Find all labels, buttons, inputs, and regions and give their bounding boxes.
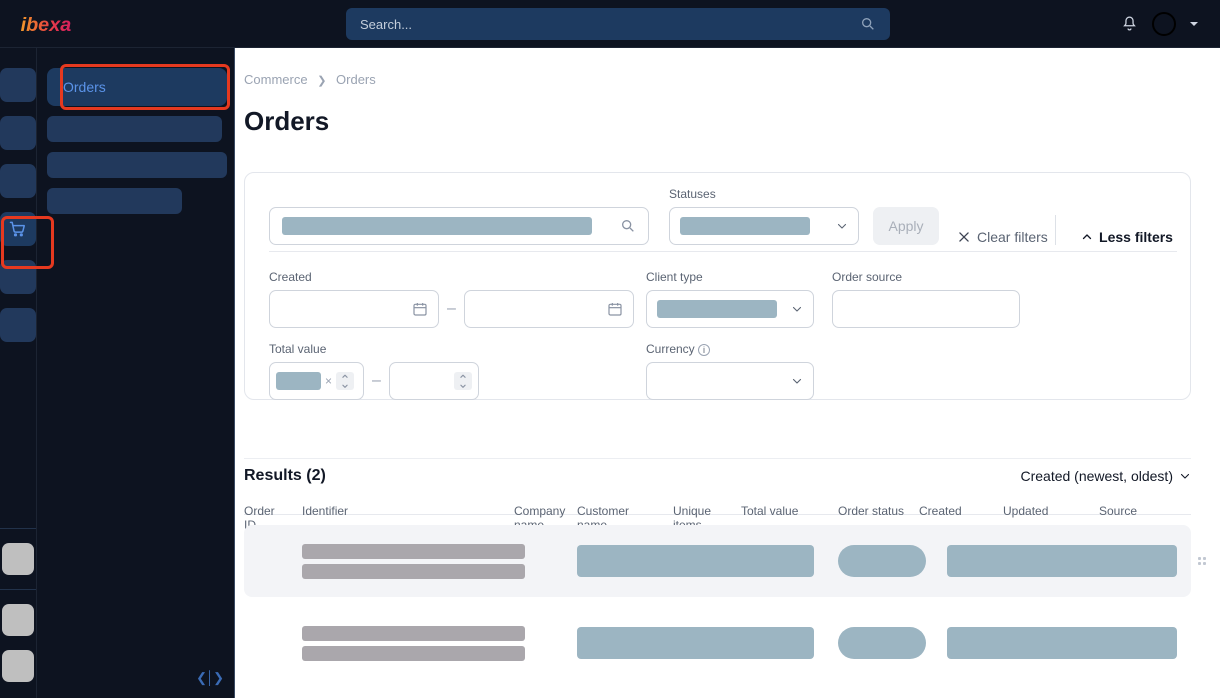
svg-text:ibexa: ibexa: [21, 14, 72, 36]
